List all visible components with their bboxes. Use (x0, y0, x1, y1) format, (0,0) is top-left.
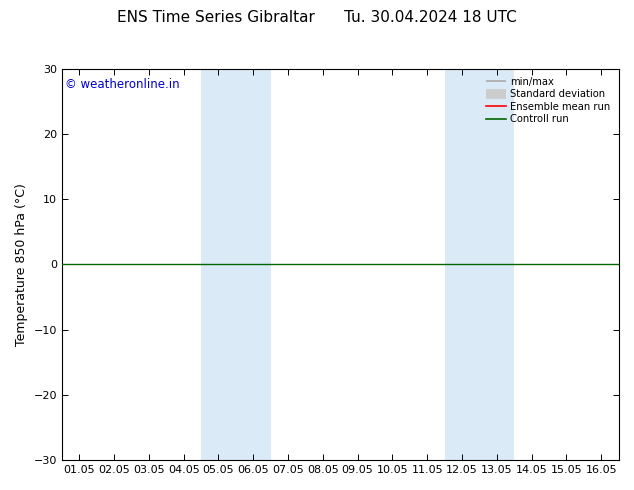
Bar (444, 69, 514, 460)
Legend: min/max, Standard deviation, Ensemble mean run, Controll run: min/max, Standard deviation, Ensemble me… (483, 74, 614, 127)
Bar (201, 69, 271, 460)
Text: © weatheronline.in: © weatheronline.in (65, 78, 179, 92)
Text: ENS Time Series Gibraltar      Tu. 30.04.2024 18 UTC: ENS Time Series Gibraltar Tu. 30.04.2024… (117, 10, 517, 25)
Y-axis label: Temperature 850 hPa (°C): Temperature 850 hPa (°C) (15, 183, 28, 346)
